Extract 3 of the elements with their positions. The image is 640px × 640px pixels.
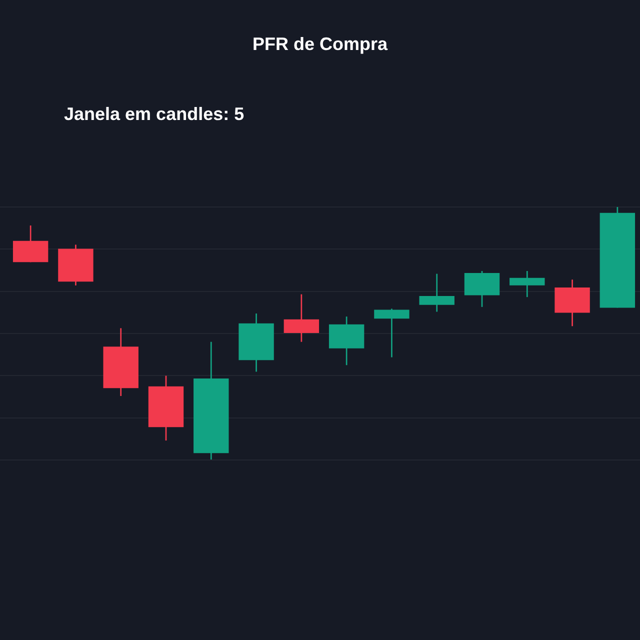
chart-title: PFR de Compra bbox=[251, 34, 389, 55]
candlestick bbox=[374, 308, 410, 358]
text: Janela em candles: 5 bbox=[64, 104, 244, 125]
